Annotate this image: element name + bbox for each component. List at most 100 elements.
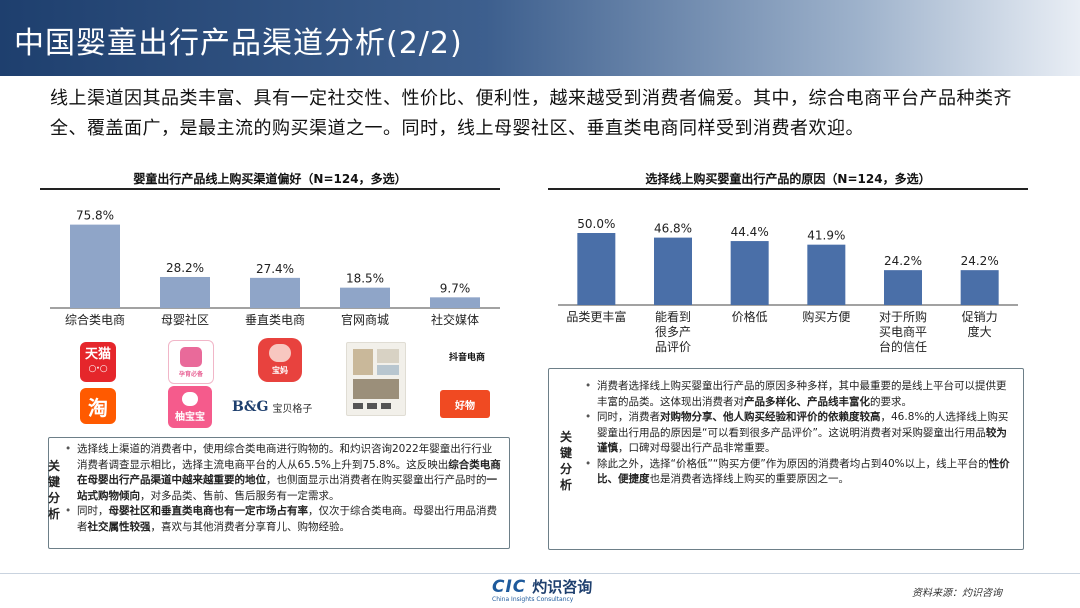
right-chart-title: 选择线上购买婴童出行产品的原因（N=124，多选） xyxy=(645,172,931,186)
text: 的要求。 xyxy=(870,395,912,408)
mama-app-logo: 孕育必备 xyxy=(168,340,214,384)
data-label: 18.5% xyxy=(346,272,384,286)
data-label: 44.4% xyxy=(731,225,769,239)
text: ，喜欢与其他消费者分享育儿、购物经验。 xyxy=(150,520,351,533)
cic-mark: CIC xyxy=(492,576,527,597)
right-key-analysis-tag: 关 键 分 析 xyxy=(559,429,573,493)
category-label: 台的信任 xyxy=(879,339,927,354)
taobao-logo-text: 淘 xyxy=(88,395,108,420)
emphasis: 产品多样化、产品线丰富化 xyxy=(744,395,870,408)
cic-english-name: China Insights Consultancy xyxy=(492,596,574,603)
category-label: 很多产 xyxy=(655,325,691,339)
xhs-logo-text: 好物 xyxy=(455,400,475,412)
tag-char: 关 xyxy=(559,430,572,444)
tag-char: 键 xyxy=(47,475,60,489)
emphasis: 综合类电商在母婴出行产品渠道中越来越重要的地位 xyxy=(77,458,501,487)
douyin-ecommerce-logo: 抖音电商 xyxy=(440,346,494,366)
category-label: 官网商城 xyxy=(341,312,389,327)
intro-paragraph: 线上渠道因其品类丰富、具有一定社交性、性价比、便利性，越来越受到消费者偏爱。其中… xyxy=(50,88,1012,139)
tmall-logo-sub: ○·○ xyxy=(88,364,108,374)
left-bar-chart: 75.8% 综合类电商 28.2% 母婴社区 27.4% 垂直类电商 18.5% 官网商城 9.… xyxy=(50,209,500,327)
tag-char: 键 xyxy=(559,446,572,460)
bg-logo-name: 宝贝格子 xyxy=(272,403,313,415)
bar xyxy=(884,270,922,305)
emphasis: 较为谨慎 xyxy=(597,426,1007,455)
data-label: 24.2% xyxy=(961,254,999,268)
xhs-logo: 好物 xyxy=(440,390,490,418)
category-label: 度大 xyxy=(968,324,992,339)
right-key-analysis-box: 关 键 分 析 消费者选择线上购买婴童出行产品的原因多种多样，其中最重要的是线上… xyxy=(548,368,1024,550)
data-label: 28.2% xyxy=(166,261,204,275)
bar xyxy=(807,244,846,305)
category-label: 综合类电商 xyxy=(65,312,125,327)
title-bar: 中国婴童出行产品渠道分析(2/2) xyxy=(0,0,1080,76)
footer-rule xyxy=(0,573,1080,574)
mama-app-caption: 孕育必备 xyxy=(178,370,203,378)
text: 同时，消费者 xyxy=(597,411,660,423)
category-label: 母婴社区 xyxy=(161,312,209,327)
data-label: 9.7% xyxy=(440,281,471,295)
data-label: 24.2% xyxy=(884,254,922,268)
text: 消费者选择线上购买婴童出行产品的原因多种多样，其中最重要的是线上平台可以提供更丰… xyxy=(597,380,1007,408)
youzan-logo: 柚宝宝 xyxy=(168,386,212,428)
page-title: 中国婴童出行产品渠道分析(2/2) xyxy=(14,26,463,61)
bar xyxy=(577,233,616,305)
bar xyxy=(70,224,120,308)
emphasis: 社交属性较强 xyxy=(87,520,151,533)
bar xyxy=(250,277,300,308)
pig-mom-logo: 宝妈 xyxy=(258,338,302,382)
category-label: 购买方便 xyxy=(802,309,850,324)
left-key-analysis-tag: 关 键 分 析 xyxy=(47,458,61,522)
category-label: 对于所购 xyxy=(879,309,927,324)
taobao-logo: 淘 xyxy=(80,388,116,424)
text: ，也侧面显示出消费者在购买婴童出行产品时的 xyxy=(266,474,487,486)
cic-name: 灼识咨询 xyxy=(532,578,593,596)
right-analysis-list: 消费者选择线上购买婴童出行产品的原因多种多样，其中最重要的是线上平台可以提供更丰… xyxy=(585,379,1015,488)
text: ，口碑对母婴出行产品非常重要。 xyxy=(618,442,776,454)
data-label: 27.4% xyxy=(256,262,294,276)
left-chart-title: 婴童出行产品线上购买渠道偏好（N=124，多选） xyxy=(133,172,407,186)
tag-char: 分 xyxy=(559,462,572,476)
right-analysis-point-2: 同时，消费者对购物分享、他人购买经验和评价的依赖度较高，46.8%的人选择线上购… xyxy=(585,410,1015,457)
category-label: 社交媒体 xyxy=(431,312,479,327)
bg-logo: B&G 宝贝格子 xyxy=(232,396,328,418)
data-label: 46.8% xyxy=(654,222,692,236)
left-analysis-point-1: 选择线上渠道的消费者中，使用综合类电商进行购物的。和灼识咨询2022年婴童出行行… xyxy=(65,442,501,504)
emphasis: 一站式购物倾向 xyxy=(77,474,497,502)
category-label: 能看到 xyxy=(655,310,691,324)
right-analysis-point-1: 消费者选择线上购买婴童出行产品的原因多种多样，其中最重要的是线上平台可以提供更丰… xyxy=(585,379,1015,410)
cic-brand-logo: CIC 灼识咨询 China Insights Consultancy xyxy=(492,576,593,604)
text: 除此之外，选择“价格低”“购买方便”作为原因的消费者均占到40%以上，线上平台的 xyxy=(597,457,989,470)
bar xyxy=(960,270,999,305)
mama-app-icon xyxy=(180,346,202,367)
emphasis: 对购物分享、他人购买经验和评价的依赖度较高 xyxy=(660,411,881,423)
tag-char: 析 xyxy=(47,507,60,521)
category-label: 垂直类电商 xyxy=(245,312,305,327)
youzan-logo-text: 柚宝宝 xyxy=(175,411,205,423)
left-analysis-list: 选择线上渠道的消费者中，使用综合类电商进行购物的。和灼识咨询2022年婴童出行行… xyxy=(65,442,501,535)
bar xyxy=(340,287,390,308)
youzan-logo-face xyxy=(182,391,198,406)
text: ，对多品类、售前、售后服务有一定需求。 xyxy=(140,489,340,502)
tmall-logo-text: 天猫 xyxy=(84,347,111,362)
bar xyxy=(654,237,692,305)
category-label: 价格低 xyxy=(732,309,768,324)
left-analysis-point-2: 同时，母婴社区和垂直类电商也有一定市场占有率，仅次于综合类电商。母婴出行用品消费… xyxy=(65,504,501,535)
store-collage-icon xyxy=(353,349,399,409)
bar xyxy=(160,276,210,308)
bar xyxy=(730,241,769,305)
category-label: 品类更丰富 xyxy=(566,309,626,324)
data-label: 75.8% xyxy=(76,209,114,223)
official-store-image xyxy=(346,342,406,416)
douyin-logo-text: 抖音电商 xyxy=(448,352,485,363)
source-note: 资料来源：灼识咨询 xyxy=(912,588,1002,599)
bar xyxy=(430,297,480,308)
emphasis: 母婴社区和垂直类电商也有一定市场占有率 xyxy=(108,505,309,517)
pig-icon xyxy=(269,344,291,362)
right-analysis-point-3: 除此之外，选择“价格低”“购买方便”作为原因的消费者均占到40%以上，线上平台的… xyxy=(585,457,1015,488)
tmall-logo: 天猫 ○·○ xyxy=(80,342,116,382)
category-label: 买电商平 xyxy=(879,324,927,339)
left-chart-rule xyxy=(40,188,500,190)
pig-mom-logo-text: 宝妈 xyxy=(272,366,288,375)
